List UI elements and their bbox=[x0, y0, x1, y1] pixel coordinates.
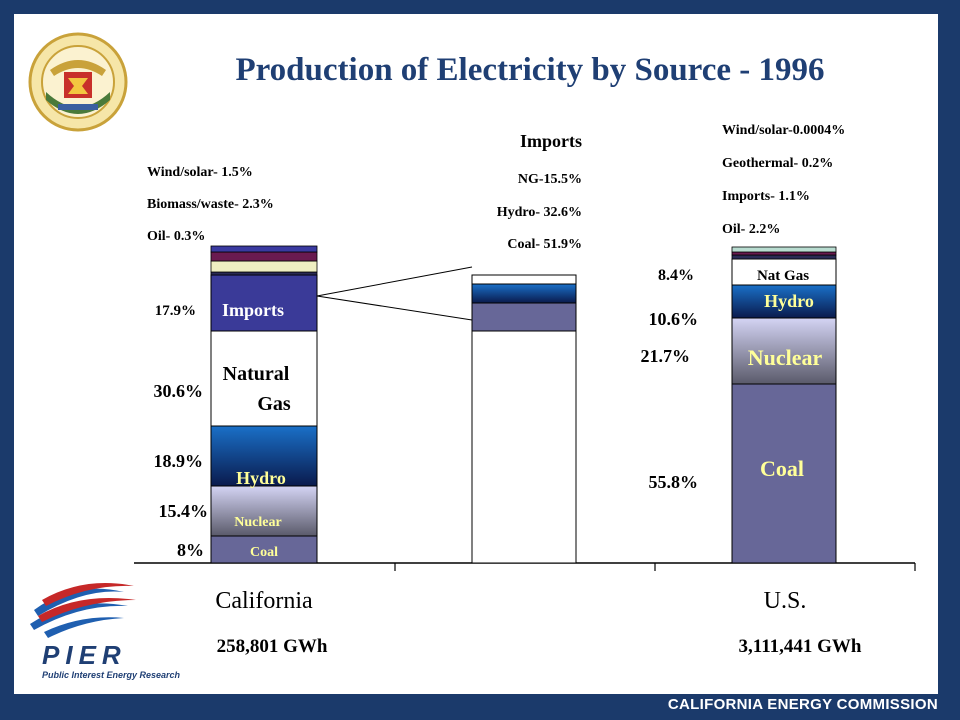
label-us-coal: Coal bbox=[760, 456, 804, 481]
note-california-oil: Oil- 0.3% bbox=[147, 229, 205, 244]
bar-california-nuclear bbox=[210, 485, 318, 537]
label-california-nuclear: Nuclear bbox=[234, 515, 281, 530]
bar-imports-hydro bbox=[471, 302, 577, 332]
footer-label: CALIFORNIA ENERGY COMMISSION bbox=[667, 696, 938, 713]
bar-us-hydro bbox=[731, 284, 837, 319]
label-california-hydro: Hydro bbox=[236, 468, 286, 488]
note-us-imports: Imports- 1.1% bbox=[722, 189, 810, 204]
bar-california-top bbox=[210, 245, 318, 253]
note-us-oil: Oil- 2.2% bbox=[722, 222, 780, 237]
bar-imports-breakdown bbox=[471, 274, 577, 564]
imports-coal-label: Coal- 51.9% bbox=[507, 237, 582, 252]
chart-title: Production of Electricity by Source - 19… bbox=[235, 52, 825, 88]
total-us: 3,111,441 GWh bbox=[739, 636, 862, 657]
connector-bottom bbox=[316, 295, 473, 321]
pct-california-nuclear: 15.4% bbox=[159, 501, 209, 521]
pct-us-coal: 55.8% bbox=[649, 472, 699, 492]
note-us-wind-solar: Wind/solar-0.0004% bbox=[722, 123, 845, 138]
note-us-geothermal: Geothermal- 0.2% bbox=[722, 156, 833, 171]
bar-us bbox=[731, 246, 837, 564]
note-california-wind-solar: Wind/solar- 1.5% bbox=[147, 165, 253, 180]
bar-imports-top bbox=[471, 274, 577, 285]
imports-ng-label: NG-15.5% bbox=[518, 172, 582, 187]
total-california: 258,801 GWh bbox=[217, 636, 328, 657]
bar-california bbox=[210, 245, 318, 564]
pier-logo-text: PIER bbox=[42, 640, 127, 670]
imports-heading: Imports bbox=[520, 131, 582, 151]
bar-us-natural-gas bbox=[731, 258, 837, 286]
category-california: California bbox=[215, 588, 313, 614]
bar-imports-ng bbox=[471, 283, 577, 304]
pct-us-hydro: 10.6% bbox=[649, 309, 699, 329]
pct-us-natural-gas: 8.4% bbox=[658, 267, 694, 284]
label-us-hydro: Hydro bbox=[764, 291, 814, 311]
bar-california-oil bbox=[210, 271, 318, 276]
pct-us-nuclear: 21.7% bbox=[641, 346, 691, 366]
bar-california-hydro bbox=[210, 425, 318, 487]
bar-us-imports bbox=[731, 251, 837, 256]
bar-california-wind-solar bbox=[210, 251, 318, 262]
pct-california-imports: 17.9% bbox=[155, 303, 196, 319]
bar-us-geothermal bbox=[731, 246, 837, 253]
bar-imports-coal bbox=[471, 330, 577, 564]
label-us-nuclear: Nuclear bbox=[748, 345, 823, 370]
pier-logo: PIER Public Interest Energy Research bbox=[30, 583, 181, 680]
pct-california-coal: 8% bbox=[177, 540, 204, 560]
label-us-natural-gas: Nat Gas bbox=[757, 268, 809, 284]
pct-california-natural-gas: 30.6% bbox=[154, 381, 204, 401]
bar-california-natural-gas bbox=[210, 330, 318, 427]
bar-california-biomass bbox=[210, 260, 318, 273]
bar-california-coal bbox=[210, 535, 318, 564]
label-california-natural-gas-2: Gas bbox=[257, 393, 291, 415]
label-california-imports: Imports bbox=[222, 300, 284, 320]
category-us: U.S. bbox=[764, 588, 807, 614]
bar-us-oil bbox=[731, 254, 837, 260]
imports-hydro-label: Hydro- 32.6% bbox=[497, 205, 582, 220]
energy-commission-seal-logo bbox=[28, 32, 128, 132]
pier-logo-subtitle: Public Interest Energy Research bbox=[42, 670, 181, 680]
label-california-natural-gas-1: Natural bbox=[223, 363, 290, 385]
connector-top bbox=[316, 266, 473, 297]
bar-california-imports bbox=[210, 274, 318, 332]
note-california-biomass: Biomass/waste- 2.3% bbox=[147, 197, 274, 212]
label-california-coal: Coal bbox=[250, 545, 278, 560]
pct-california-hydro: 18.9% bbox=[154, 451, 204, 471]
